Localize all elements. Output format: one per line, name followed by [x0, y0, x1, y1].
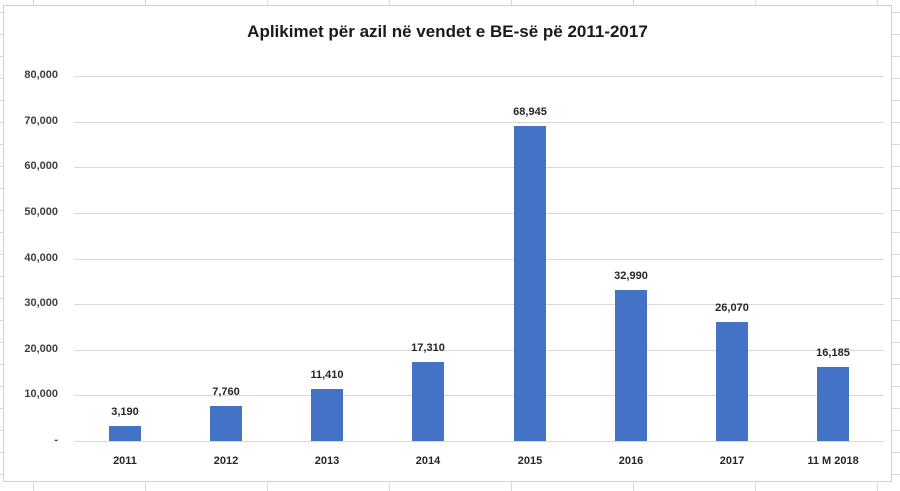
y-axis-tick-label: 50,000: [24, 206, 58, 218]
chart-container[interactable]: Aplikimet për azil në vendet e BE-së pë …: [3, 5, 892, 482]
bar-value-label: 3,190: [111, 406, 139, 418]
x-axis-tick-label: 11 M 2018: [807, 455, 859, 467]
bar-2015[interactable]: [514, 126, 546, 441]
bar-2017[interactable]: [716, 322, 748, 441]
x-axis-tick-label: 2011: [113, 455, 137, 467]
y-axis-tick-label: 30,000: [24, 297, 58, 309]
y-axis-tick-label: -: [54, 434, 58, 446]
x-axis-tick-label: 2013: [314, 455, 340, 467]
bar-2013[interactable]: [311, 389, 343, 441]
y-gridline: [74, 441, 884, 442]
y-axis-tick-label: 60,000: [24, 160, 58, 172]
bar-value-label: 32,990: [614, 270, 648, 282]
plot-area: - 10,000 20,000 30,000 40,000 50,000 60,000 70,…: [4, 6, 891, 481]
y-gridline: [74, 304, 884, 305]
y-gridline: [74, 259, 884, 260]
bar-value-label: 26,070: [715, 302, 749, 314]
x-axis-tick-label: 2016: [618, 455, 644, 467]
chart-title: Aplikimet për azil në vendet e BE-së pë …: [247, 22, 648, 41]
y-axis-tick-label: 10,000: [24, 388, 58, 400]
bar-11-m-2018[interactable]: [817, 367, 849, 441]
y-gridline: [74, 395, 884, 396]
y-axis-tick-label: 40,000: [24, 252, 58, 264]
y-gridline: [74, 167, 884, 168]
bar-value-label: 68,945: [513, 106, 547, 118]
y-axis-tick-label: 70,000: [24, 115, 58, 127]
y-gridline: [74, 350, 884, 351]
y-gridline: [74, 213, 884, 214]
y-gridline: [74, 122, 884, 123]
bar-value-label: 17,310: [411, 342, 445, 354]
y-axis-tick-label: 80,000: [24, 69, 58, 81]
bar-2012[interactable]: [210, 406, 242, 441]
bar-2016[interactable]: [615, 290, 647, 441]
x-axis-tick-label: 2012: [213, 455, 239, 467]
bar-value-label: 16,185: [816, 347, 850, 359]
bar-value-label: 11,410: [310, 369, 344, 381]
bar-2014[interactable]: [412, 362, 444, 441]
bar-2011[interactable]: [109, 426, 141, 441]
bar-value-label: 7,760: [212, 386, 240, 398]
y-gridline: [74, 76, 884, 77]
x-axis-tick-label: 2014: [415, 455, 441, 467]
y-axis-tick-label: 20,000: [24, 343, 58, 355]
x-axis-tick-label: 2017: [719, 455, 745, 467]
x-axis-tick-label: 2015: [517, 455, 543, 467]
